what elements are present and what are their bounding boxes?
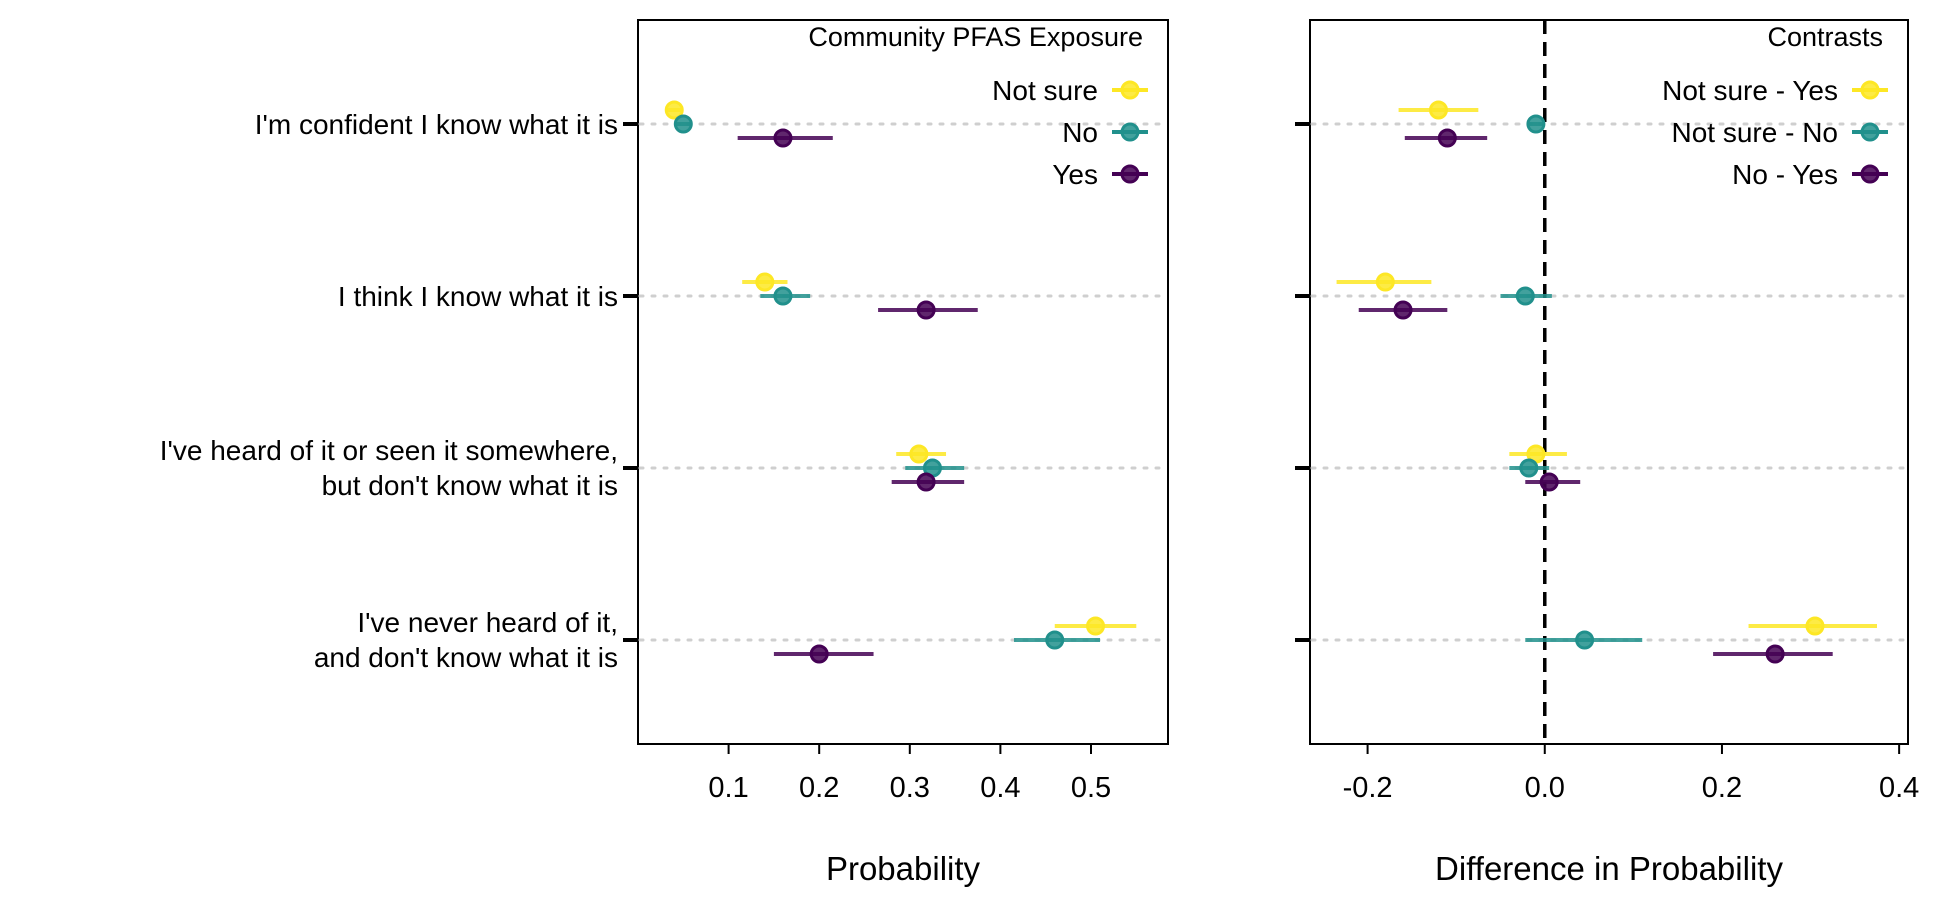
category-label-0-0: I'm confident I know what it is [255, 109, 618, 140]
legend-label-left-1: No [1062, 117, 1098, 148]
category-label-3-1: and don't know what it is [314, 642, 618, 673]
point-right-s1-c2 [1519, 458, 1539, 478]
point-left-s2-c2 [916, 472, 936, 492]
legend-title-right: Contrasts [1767, 22, 1883, 52]
category-label-3-0: I've never heard of it, [357, 607, 618, 638]
point-left-s0-c1 [755, 272, 775, 292]
x-tick-label-left-1: 0.2 [799, 772, 839, 804]
point-right-s0-c3 [1805, 616, 1825, 636]
x-axis-title-right: Difference in Probability [1435, 850, 1783, 887]
legend-label-right-2: No - Yes [1732, 159, 1838, 190]
legend-key-point-left-0 [1120, 80, 1140, 100]
x-tick-label-right-0: -0.2 [1343, 772, 1393, 804]
legend-title-left: Community PFAS Exposure [808, 22, 1143, 52]
point-left-s0-c0 [664, 100, 684, 120]
legend-label-left-2: Yes [1052, 159, 1098, 190]
legend-label-left-0: Not sure [992, 75, 1098, 106]
legend-key-point-right-2 [1860, 164, 1880, 184]
point-left-s2-c1 [916, 300, 936, 320]
x-tick-label-left-3: 0.4 [980, 772, 1020, 804]
point-right-s2-c3 [1765, 644, 1785, 664]
x-tick-label-right-3: 0.4 [1879, 772, 1919, 804]
x-tick-label-left-0: 0.1 [708, 772, 748, 804]
point-right-s1-c1 [1515, 286, 1535, 306]
point-right-s1-c3 [1575, 630, 1595, 650]
x-tick-label-right-1: 0.0 [1525, 772, 1565, 804]
point-right-s1-c0 [1526, 114, 1546, 134]
legend-key-point-left-1 [1120, 122, 1140, 142]
point-right-s2-c1 [1393, 300, 1413, 320]
legend-key-point-right-1 [1860, 122, 1880, 142]
point-left-s1-c1 [773, 286, 793, 306]
point-left-s2-c3 [809, 644, 829, 664]
point-left-s0-c3 [1086, 616, 1106, 636]
point-left-s1-c0 [673, 114, 693, 134]
x-axis-title-left: Probability [826, 850, 981, 887]
point-right-s2-c2 [1539, 472, 1559, 492]
category-label-1-0: I think I know what it is [338, 281, 618, 312]
legend-label-right-0: Not sure - Yes [1662, 75, 1838, 106]
point-right-s2-c0 [1437, 128, 1457, 148]
point-right-s0-c1 [1375, 272, 1395, 292]
category-label-2-0: I've heard of it or seen it somewhere, [160, 435, 618, 466]
point-right-s0-c0 [1428, 100, 1448, 120]
point-left-s1-c3 [1045, 630, 1065, 650]
x-tick-label-left-2: 0.3 [890, 772, 930, 804]
point-left-s0-c2 [909, 444, 929, 464]
category-label-2-1: but don't know what it is [322, 470, 618, 501]
legend-key-point-right-0 [1860, 80, 1880, 100]
x-tick-label-right-2: 0.2 [1702, 772, 1742, 804]
x-tick-label-left-4: 0.5 [1071, 772, 1111, 804]
point-left-s2-c0 [773, 128, 793, 148]
panel-right-frame [1309, 19, 1909, 745]
panel-left-frame [637, 19, 1169, 745]
legend-key-point-left-2 [1120, 164, 1140, 184]
legend-label-right-1: Not sure - No [1672, 117, 1839, 148]
